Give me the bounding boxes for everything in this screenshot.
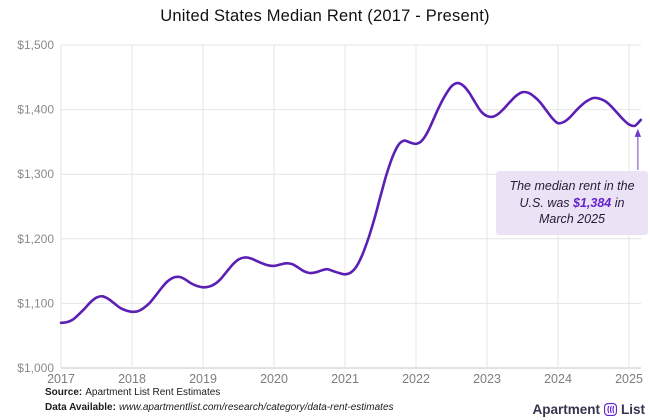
y-tick-label: $1,400 [17, 103, 54, 117]
data-available-line: Data Available: www.apartmentlist.com/res… [45, 401, 394, 416]
annotation-arrow-icon [634, 128, 642, 170]
y-tick-label: $1,300 [17, 167, 54, 181]
annotation-text-before: The median rent in the U.S. was [509, 179, 635, 210]
x-tick-label: 2020 [260, 372, 288, 386]
y-tick-label: $1,100 [17, 296, 54, 310]
y-tick-label: $1,200 [17, 232, 54, 246]
y-tick-label: $1,500 [17, 38, 54, 52]
source-block: Source: Apartment List Rent Estimates Dat… [45, 386, 394, 415]
y-axis-tick-labels: $1,000 $1,100 $1,200 $1,300 $1,400 $1,500 [17, 38, 54, 375]
x-tick-label: 2017 [47, 372, 75, 386]
source-line: Source: Apartment List Rent Estimates [45, 386, 394, 401]
annotation-callout: The median rent in the U.S. was $1,384 i… [496, 171, 648, 235]
x-tick-label: 2021 [331, 372, 359, 386]
data-available-url[interactable]: www.apartmentlist.com/research/category/… [118, 401, 394, 413]
x-tick-label: 2023 [473, 372, 501, 386]
x-tick-label: 2019 [189, 372, 217, 386]
x-tick-label: 2025 [615, 372, 643, 386]
apartment-list-logo: Apartment List [532, 402, 645, 417]
annotation-value: $1,384 [573, 195, 612, 210]
data-available-label: Data Available: [45, 401, 116, 413]
apartment-list-logo-icon [603, 403, 617, 416]
annotation-text-after: in March 2025 [538, 195, 625, 227]
x-tick-label: 2018 [118, 372, 146, 386]
y-tick-label: $1,000 [17, 361, 54, 375]
source-label: Source: [45, 387, 83, 398]
arrow-head [634, 128, 642, 137]
x-tick-label: 2022 [402, 372, 430, 386]
source-text: Apartment List Rent Estimates [85, 387, 221, 398]
chart-title: United States Median Rent (2017 - Presen… [160, 7, 490, 25]
logo-word-list: List [620, 402, 645, 417]
rent-line-series [59, 81, 643, 325]
logo-word-apartment: Apartment [532, 402, 600, 417]
x-axis-tick-labels: 2017 2018 2019 2020 2021 2022 2023 2024 2025 [47, 372, 643, 386]
x-tick-label: 2024 [544, 372, 572, 386]
